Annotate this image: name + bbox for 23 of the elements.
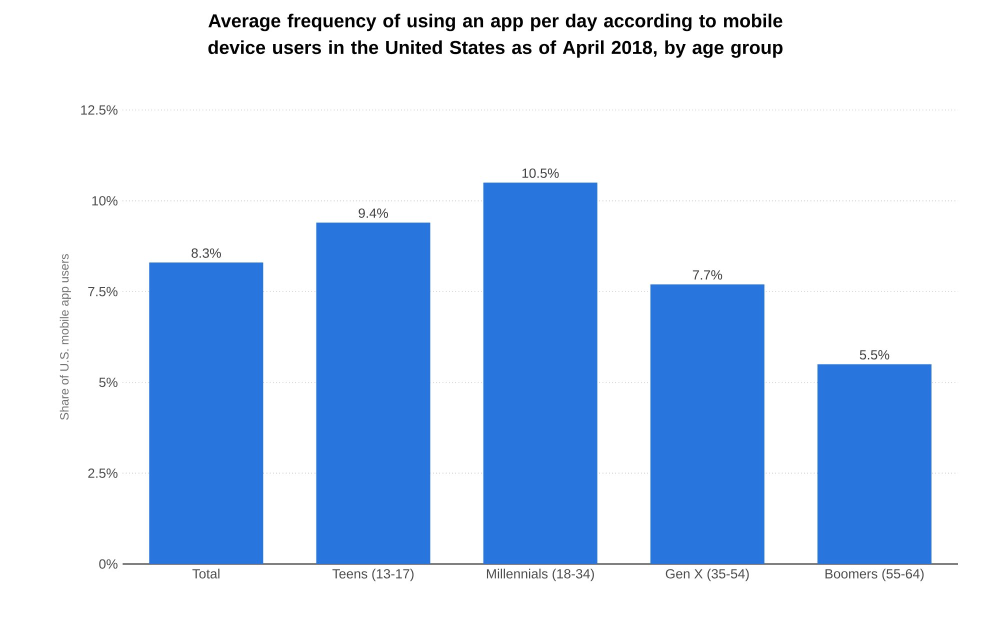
y-tick-label: 0% [99,559,118,569]
data-label: 9.4% [358,208,388,218]
bar [817,364,932,564]
y-axis-title: Share of U.S. mobile app users [60,254,71,420]
bar [483,182,598,564]
y-tick-label: 10% [92,196,118,206]
y-tick-label: 2.5% [88,468,118,478]
x-tick-label: Total [192,568,220,578]
y-tick-label: 5% [99,378,118,388]
x-tick-label: Gen X (35-54) [666,568,749,582]
data-label: 8.3% [192,248,221,258]
bar [149,262,264,564]
data-label: 7.7% [692,270,722,280]
chart-title: Average frequency of using an app per day according to mobile device users in the United States as of April 2018, by age group [208,14,783,58]
y-tick-label: 12.5% [81,105,118,115]
x-tick-label: Millennials (18-34) [486,568,594,582]
bar [316,222,430,564]
data-label: 10.5% [522,168,559,178]
x-tick-label: Teens (13-17) [332,568,414,582]
data-label: 5.5% [860,350,890,360]
bar [650,284,764,564]
y-tick-label: 7.5% [88,286,118,296]
x-tick-label: Boomers (55-64) [826,568,924,582]
